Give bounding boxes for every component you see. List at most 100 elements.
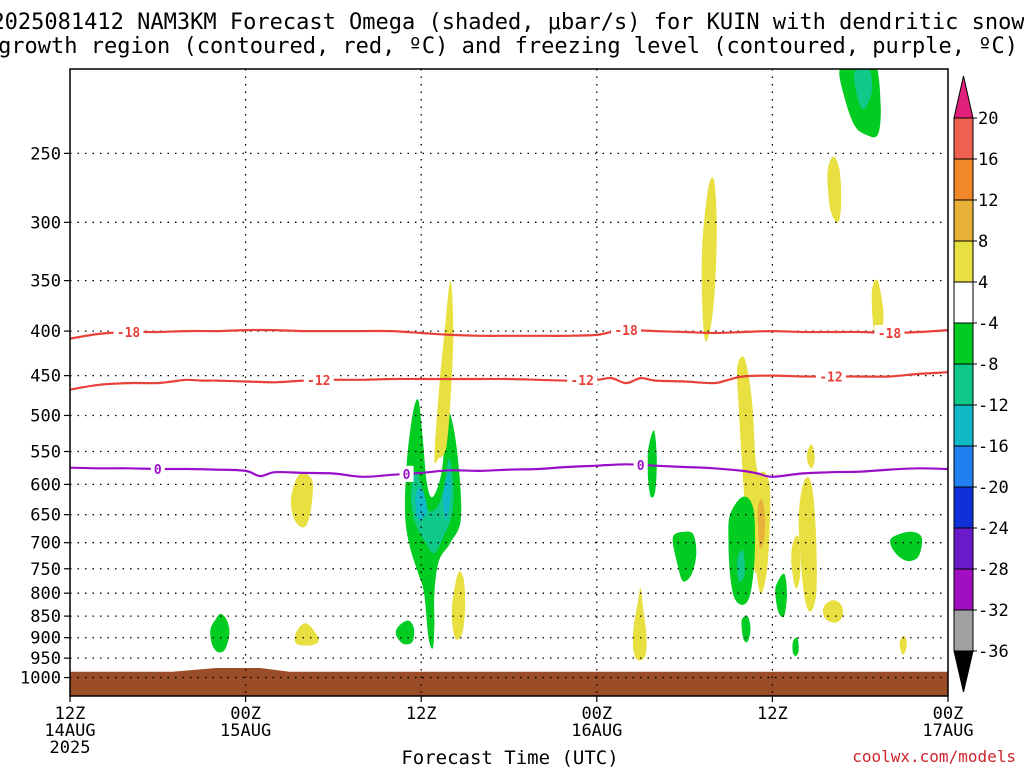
omega-region-3	[395, 620, 415, 645]
contour-label-0: 0	[637, 459, 645, 474]
y-tick-label-800: 800	[30, 584, 61, 604]
omega-region-21	[792, 637, 799, 657]
omega-region-20	[741, 615, 751, 643]
contour-label--12: -12	[819, 370, 842, 385]
omega-region-31	[899, 635, 907, 655]
surface-terrain	[70, 668, 948, 696]
y-tick-label-700: 700	[30, 534, 61, 554]
contour-label-bg	[633, 457, 648, 474]
x-tick-label-36-1: 16AUG	[571, 721, 622, 741]
omega-region-9	[451, 571, 466, 640]
x-tick-label-12-1: 15AUG	[220, 721, 271, 741]
y-tick-label-250: 250	[30, 144, 61, 164]
y-tick-label-500: 500	[30, 406, 61, 426]
omega-region-13	[701, 177, 717, 342]
contour-label--12: -12	[570, 374, 593, 389]
colorbar-segment-1	[953, 158, 974, 201]
contour-label--18: -18	[614, 324, 638, 339]
colorbar-segment-6	[953, 363, 974, 406]
colorbar-label--32: -32	[978, 601, 1009, 621]
colorbar-bottom-arrow	[953, 650, 974, 693]
omega-region-18	[757, 499, 766, 549]
x-tick-label-36-0: 00Z	[581, 704, 612, 724]
x-axis-title: Forecast Time (UTC)	[401, 747, 618, 768]
contour-label-0: 0	[154, 463, 162, 478]
contour-line--18	[70, 328, 948, 340]
omega-region-6	[415, 487, 428, 521]
x-tick-label-12-0: 00Z	[230, 704, 261, 724]
colorbar-label-16: 16	[978, 150, 998, 170]
y-tick-label-850: 850	[30, 607, 61, 627]
contour-label-bg	[150, 460, 165, 477]
y-tick-label-300: 300	[30, 213, 61, 233]
contour-line-0	[70, 463, 948, 478]
contour-label-bg	[815, 368, 846, 385]
x-tick-label-60-0: 00Z	[933, 704, 964, 724]
omega-region-2	[294, 623, 319, 646]
omega-region-19	[775, 573, 787, 618]
omega-region-7	[443, 471, 451, 521]
colorbar-label-8: 8	[978, 232, 988, 252]
colorbar-label--36: -36	[978, 642, 1009, 662]
contour-label-bg	[113, 324, 144, 341]
contour-label--18: -18	[878, 327, 902, 342]
contour-label-bg	[399, 465, 414, 482]
y-tick-label-350: 350	[30, 272, 61, 292]
omega-region-22	[798, 477, 817, 612]
colorbar-label--28: -28	[978, 560, 1009, 580]
contour-label-bg	[874, 324, 905, 341]
contour-label-bg	[611, 322, 642, 339]
contour-label--12: -12	[307, 374, 330, 389]
y-tick-label-550: 550	[30, 443, 61, 463]
colorbar-segment-8	[953, 445, 974, 488]
omega-region-25	[823, 600, 844, 623]
y-tick-label-400: 400	[30, 322, 61, 342]
y-tick-label-900: 900	[30, 629, 61, 649]
y-tick-label-450: 450	[30, 367, 61, 387]
omega-region-16	[737, 550, 745, 582]
omega-region-23	[791, 535, 801, 589]
omega-region-10	[632, 588, 647, 661]
chart-title-line-2: growth region (contoured, red, ºC) and f…	[0, 34, 1018, 59]
colorbar-label--12: -12	[978, 396, 1009, 416]
colorbar-label-20: 20	[978, 109, 998, 129]
y-tick-label-950: 950	[30, 649, 61, 669]
omega-region-24	[806, 444, 815, 469]
colorbar-label--4: -4	[978, 314, 998, 334]
colorbar-label--16: -16	[978, 437, 1009, 457]
colorbar-segment-0	[953, 117, 974, 160]
omega-colorbar: 20 16 12 8 4 -4 -8 -12 -16 -20 -24 -28 -32 -36	[953, 75, 1009, 693]
x-tick-label-24-0: 12Z	[406, 704, 437, 724]
x-tick-label-60-1: 17AUG	[922, 721, 973, 741]
x-tick-label-0-1: 14AUG	[44, 721, 95, 741]
colorbar-segment-9	[953, 486, 974, 529]
y-tick-label-600: 600	[30, 475, 61, 495]
colorbar-segment-11	[953, 568, 974, 611]
omega-region-30	[890, 531, 923, 562]
colorbar-segment-2	[953, 199, 974, 242]
contour-label-bg	[567, 372, 598, 389]
contour-label--18: -18	[117, 326, 141, 341]
colorbar-label--8: -8	[978, 355, 998, 375]
chart-title-line-1: 2025081412 NAM3KM Forecast Omega (shaded…	[0, 10, 1024, 35]
colorbar-segment-10	[953, 527, 974, 570]
omega-region-8	[434, 280, 454, 464]
plot-area: -18 -18 -18 -12 -12 -12 0 0 0 250 300 350 400 450 500 5…	[20, 68, 974, 758]
credit-text: coolwx.com/models	[852, 747, 1016, 766]
omega-region-1	[290, 473, 313, 528]
omega-region-26	[827, 156, 842, 223]
contour-label-0: 0	[403, 468, 411, 483]
plot-frame	[69, 68, 949, 697]
x-tick-label-48-0: 12Z	[757, 704, 788, 724]
colorbar-label--20: -20	[978, 478, 1009, 498]
omega-region-5	[411, 458, 454, 554]
y-tick-label-1000: 1000	[20, 669, 61, 689]
contour-label-bg	[303, 372, 334, 389]
omega-region-0	[210, 613, 230, 653]
colorbar-label-12: 12	[978, 191, 998, 211]
contour-line--12	[70, 371, 948, 391]
colorbar-segment-12	[953, 609, 974, 652]
y-tick-label-750: 750	[30, 560, 61, 580]
omega-region-11	[647, 430, 657, 498]
